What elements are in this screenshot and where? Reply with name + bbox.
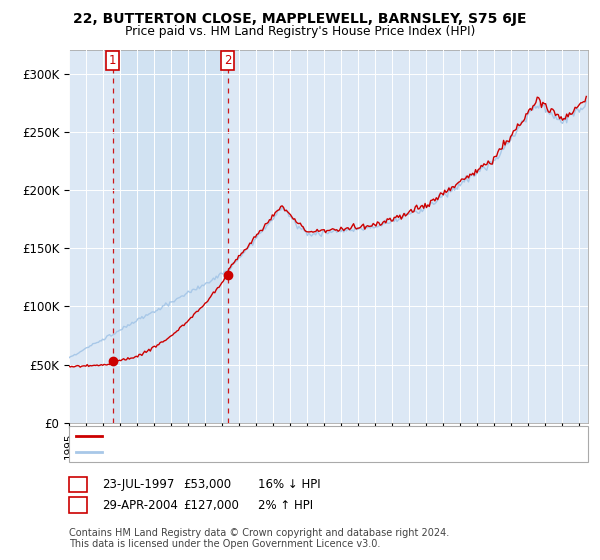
Text: £127,000: £127,000 [183,498,239,512]
Text: 29-APR-2004: 29-APR-2004 [102,498,178,512]
Text: 23-JUL-1997: 23-JUL-1997 [102,478,175,491]
Text: 1: 1 [74,478,82,491]
Text: 22, BUTTERTON CLOSE, MAPPLEWELL, BARNSLEY, S75 6JE (detached house): 22, BUTTERTON CLOSE, MAPPLEWELL, BARNSLE… [107,431,503,441]
Text: £53,000: £53,000 [183,478,231,491]
Text: 1: 1 [109,54,116,67]
Text: Contains HM Land Registry data © Crown copyright and database right 2024.
This d: Contains HM Land Registry data © Crown c… [69,528,449,549]
Text: Price paid vs. HM Land Registry's House Price Index (HPI): Price paid vs. HM Land Registry's House … [125,25,475,38]
Text: 16% ↓ HPI: 16% ↓ HPI [258,478,320,491]
Bar [113,50,228,423]
Text: HPI: Average price, detached house, Barnsley: HPI: Average price, detached house, Barn… [107,447,345,457]
Text: 2: 2 [224,54,232,67]
Text: 2: 2 [74,498,82,512]
Text: 22, BUTTERTON CLOSE, MAPPLEWELL, BARNSLEY, S75 6JE: 22, BUTTERTON CLOSE, MAPPLEWELL, BARNSLE… [73,12,527,26]
Text: 2% ↑ HPI: 2% ↑ HPI [258,498,313,512]
